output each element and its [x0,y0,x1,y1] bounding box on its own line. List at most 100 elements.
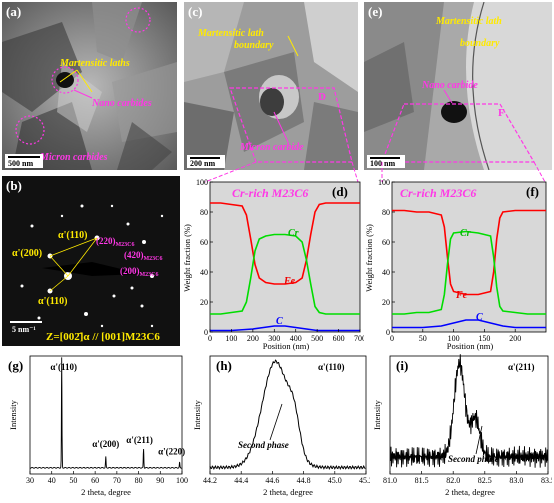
x-tick-label: 400 [290,334,302,343]
diffraction-spot [160,214,164,218]
diffraction-spot [37,316,41,320]
scale-bar-a: 500 nm [8,159,33,168]
y-tick-label: 20 [200,298,208,307]
peak-label: α'(200) [92,439,119,449]
annotation-micron-carbide: Micron carbide [239,142,304,153]
series-label-d-cr: Cr [288,228,299,239]
panel-label-d: (d) [332,184,348,199]
xlabel-d: Position (nm) [263,341,310,351]
marker-D: D [318,91,326,103]
diffraction-spot [150,274,154,278]
annotation-lath-boundary-e1: Martensitic lath [435,16,502,27]
panel-label-h: (h) [216,358,232,373]
x-tick-label: 90 [156,476,164,485]
scale-bar-e: 100 nm [370,159,395,168]
y-tick-label: 60 [382,238,390,247]
zone-axis: Z=[002̄]α // [001]M23C6 [46,331,160,343]
diffraction-pattern: (b) α'(110) α'(200) α'(110) (220)M23C6 (… [2,176,180,346]
diffraction-spot [140,304,144,308]
chart-f: 0 50 100 150 200 0 20 40 60 80 100 (f) Cr-rich M23… [364,178,547,351]
ylabel-h: Intensity [192,399,202,429]
diffraction-spot [150,324,154,328]
panel-label-b: (b) [6,178,22,193]
ylabel-d: Weight fraction (%) [182,224,192,292]
peak-label: α'(211) [126,435,153,445]
annotation-nano-carbides: Nano carbides [91,98,152,109]
panel-a: (a) Martensitic laths Nano carbides Micr… [2,2,177,170]
panel-e: (e) Martensitic lath boundary Nano carbi… [364,1,552,171]
scale-bar-b: 5 nm⁻¹ [12,325,36,334]
y-tick-label: 60 [200,238,208,247]
diffraction-spot [126,222,130,226]
x-tick-label: 50 [69,476,77,485]
x-tick-label: 100 [225,334,237,343]
x-tick-label: 44.4 [234,476,248,485]
ylabel-g: Intensity [8,399,18,429]
x-tick-label: 700 [354,334,364,343]
tem-image-e: (e) Martensitic lath boundary Nano carbi… [364,1,552,171]
x-tick-label: 45.2 [359,476,370,485]
x-tick-label: 200 [247,334,259,343]
panel-h: 44.2 44.4 44.6 44.8 45.0 45.2 (h) α'(110) Sec… [190,352,373,498]
xlabel-h: 2 theta, degree [263,487,313,497]
spot-alpha-110-top: α'(110) [58,230,87,241]
chart-title-d: Cr-rich M23C6 [232,186,308,200]
chart-title-f: Cr-rich M23C6 [400,186,476,200]
x-tick-label: 200 [509,334,521,343]
annotation-micron-carbides: Micron carbides [39,152,108,163]
panel-label-a: (a) [6,4,21,19]
y-tick-label: 0 [386,328,390,337]
series-label-f-fe: Fe [455,290,468,301]
xlabel-f: Position (nm) [447,341,494,351]
x-tick-label: 150 [478,334,490,343]
diffraction-spot [84,312,88,316]
x-tick-label: 60 [91,476,99,485]
diffraction-spot [110,204,114,208]
panel-g: 30 40 50 60 70 80 90 100 α'(110) α'(200) α'(211) α… [2,352,188,498]
tem-image-a: (a) Martensitic laths Nano carbides Micr… [2,2,177,170]
chart-h: 44.2 44.4 44.6 44.8 45.0 45.2 (h) α'(110) Sec… [192,355,373,497]
panel-i: 81.0 81.5 82.0 82.5 83.0 83.5 (i) α'(211) Sec… [370,352,554,498]
spot-alpha-110-bottom: α'(110) [38,296,67,307]
y-tick-label: 40 [382,268,390,277]
chart-d: 0 100 200 300 400 500 600 700 0 20 40 60 80 100 (d) C… [182,178,366,351]
marker-F: F [498,107,505,119]
diffraction-spot [60,214,64,218]
peak-label: α'(220) [158,446,185,456]
spot-alpha-200: α'(200) [12,248,42,259]
panel-label-f: (f) [526,184,539,199]
panel-b: (b) α'(110) α'(200) α'(110) (220)M23C6 (… [2,176,180,346]
xlabel-i: 2 theta, degree [445,487,495,497]
series-line-c [392,319,546,329]
x-tick-label: 80 [135,476,143,485]
x-tick-label: 100 [176,476,188,485]
series-line-fe [210,202,360,285]
panel-f: 0 50 100 150 200 0 20 40 60 80 100 (f) Cr-rich M23… [364,176,552,352]
ylabel-i: Intensity [372,399,382,429]
chart-title-i: α'(211) [508,362,535,372]
x-tick-label: 500 [311,334,323,343]
panel-d: 0 100 200 300 400 500 600 700 0 20 40 60 80 100 (d) C… [182,176,366,352]
x-tick-label: 30 [26,476,34,485]
x-tick-label: 0 [390,334,394,343]
x-tick-label: 70 [113,476,121,485]
x-tick-label: 83.0 [509,476,523,485]
series-line-cr [210,233,360,315]
spot-220-m23c6: (220)M23C6 [96,236,135,248]
x-tick-label: 81.5 [415,476,429,485]
panel-label-e: (e) [368,4,382,19]
x-tick-label: 44.2 [203,476,217,485]
panel-label-c: (c) [188,4,202,19]
y-tick-label: 80 [382,208,390,217]
diffraction-spot [80,204,84,208]
series-label-f-c: C [476,312,483,323]
y-tick-label: 20 [382,298,390,307]
panel-label-i: (i) [396,358,408,373]
annotation-lath-boundary-c1: Martensitic lath [197,28,264,39]
series-line-cr [392,230,546,315]
x-tick-label: 44.8 [297,476,311,485]
x-tick-label: 81.0 [383,476,397,485]
panel-label-g: (g) [8,358,23,373]
y-tick-label: 80 [200,208,208,217]
